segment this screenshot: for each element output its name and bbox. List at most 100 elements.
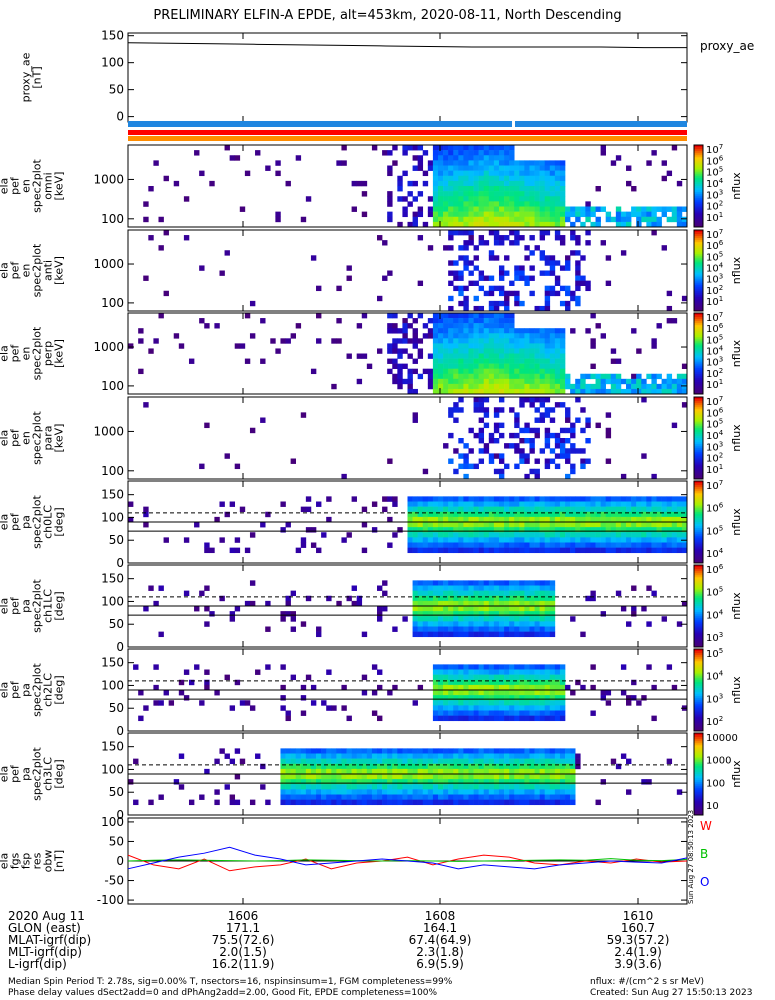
pa-cell [341, 794, 347, 800]
pa-cell [453, 542, 459, 548]
pa-cell [544, 537, 551, 543]
spec-cell [681, 216, 688, 223]
pa-cell [229, 501, 236, 507]
pa-cell [377, 684, 383, 691]
spec-cell [549, 221, 556, 228]
spec-cell [544, 328, 551, 334]
pa-cell [260, 784, 266, 790]
colorbar-label-pef_pa_spec2plot_ch0LC-1: 106 [706, 502, 724, 515]
ytick-label-pef_en_spec2plot_omni-0: 1000 [93, 172, 124, 186]
spec-cell [468, 270, 474, 276]
pa-cell [432, 690, 439, 696]
colorbar-seg [694, 599, 703, 603]
spec-cell [448, 318, 454, 324]
spec-cell [580, 407, 586, 413]
pa-cell [504, 547, 510, 554]
colorbar-seg [694, 747, 703, 750]
spec-cell [453, 363, 459, 369]
spec-cell [585, 417, 591, 423]
pa-cell [514, 669, 520, 675]
spec-cell [382, 240, 388, 246]
pa-cell [524, 700, 530, 706]
spec-cell [539, 363, 546, 369]
pa-cell [377, 789, 383, 795]
spec-cell [448, 186, 454, 192]
pa-cell [631, 695, 637, 701]
colorbar-seg [694, 737, 703, 740]
pa-cell [148, 585, 154, 591]
colorbar-seg [694, 260, 703, 263]
spec-cell [377, 295, 383, 302]
pa-cell [468, 715, 474, 722]
pa-cell [534, 779, 540, 785]
pa-cell [493, 537, 500, 543]
spec-cell [453, 407, 459, 413]
colorbar-seg [694, 222, 703, 226]
spec-cell [402, 323, 408, 329]
spec-cell [468, 383, 474, 390]
spec-cell [544, 196, 551, 202]
spec-cell [458, 245, 464, 251]
pa-cell [681, 527, 688, 533]
spec-cell [463, 160, 469, 166]
pa-cell [559, 758, 566, 765]
pa-cell [478, 669, 485, 675]
pa-cell [641, 516, 647, 523]
pa-cell [504, 695, 510, 701]
spec-cell [473, 191, 479, 197]
pa-cell [305, 595, 312, 602]
pa-cell [392, 799, 398, 806]
pa-cell [595, 516, 601, 523]
pa-cell [483, 516, 490, 523]
pa-cell [336, 789, 342, 795]
spec-cell [534, 206, 540, 212]
pa-cell [417, 768, 424, 775]
pa-cell [463, 506, 469, 513]
pa-cell [453, 537, 459, 543]
x-row-value: 67.4(64.9) [408, 933, 472, 947]
spec-cell [478, 397, 485, 403]
pa-cell [534, 590, 540, 597]
ylabel-pef_en_spec2plot_para-0: ela [0, 430, 11, 447]
x-row-value: 3.9(3.6) [614, 957, 662, 971]
pa-cell [443, 748, 449, 754]
spec-cell [478, 448, 485, 454]
pa-cell [519, 532, 525, 538]
colorbar-seg [694, 272, 703, 276]
ylabel-fgs_fsp_res_obw-5: [nT] [53, 850, 66, 872]
spec-cell [671, 318, 678, 324]
pa-cell [610, 537, 617, 543]
spec-cell [402, 348, 408, 354]
spec-cell [493, 378, 500, 385]
pa-cell [559, 522, 566, 528]
pa-cell [402, 763, 408, 770]
spec-cell [514, 201, 520, 207]
spec-cell [392, 145, 398, 151]
colorbar-seg [694, 554, 703, 558]
spec-cell [488, 285, 495, 292]
pa-cell [478, 611, 485, 617]
colorbar-seg [694, 167, 703, 171]
pa-cell [509, 768, 515, 775]
pa-cell [468, 590, 474, 597]
pa-cell [498, 522, 505, 528]
pa-cell [468, 616, 474, 622]
spec-cell [265, 165, 271, 171]
spec-cell [529, 275, 535, 281]
spec-cell [539, 201, 546, 207]
pa-cell [458, 611, 464, 617]
pa-cell [310, 779, 317, 785]
pa-cell [478, 547, 485, 554]
pa-cell [458, 779, 464, 785]
pa-cell [443, 621, 449, 627]
ytick-label-pef_pa_spec2plot_ch1LC-0: 150 [101, 572, 124, 586]
spec-cell [458, 160, 464, 166]
pa-cell [361, 789, 368, 795]
pa-cell [412, 611, 418, 617]
pa-cell [544, 784, 551, 790]
pa-cell [443, 679, 449, 686]
colorbar-seg [694, 244, 703, 247]
spec-cell [483, 221, 490, 228]
colorbar-seg [694, 618, 703, 621]
spec-cell [534, 216, 540, 223]
